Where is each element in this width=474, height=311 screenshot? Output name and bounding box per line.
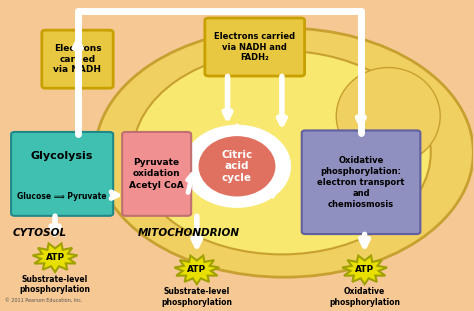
Text: Glycolysis: Glycolysis <box>31 151 93 161</box>
Text: ATP: ATP <box>355 265 374 274</box>
Text: Pyruvate
oxidation
Acetyl CoA: Pyruvate oxidation Acetyl CoA <box>129 158 184 190</box>
Text: ATP: ATP <box>46 253 64 262</box>
Text: Electrons carried
via NADH and
FADH₂: Electrons carried via NADH and FADH₂ <box>214 32 295 62</box>
Text: MITOCHONDRION: MITOCHONDRION <box>138 228 240 238</box>
Polygon shape <box>33 244 78 272</box>
Text: Electrons
carried
via NADH: Electrons carried via NADH <box>54 44 101 74</box>
Ellipse shape <box>334 153 405 213</box>
FancyBboxPatch shape <box>302 130 420 234</box>
Ellipse shape <box>133 51 431 254</box>
Ellipse shape <box>185 127 289 206</box>
FancyBboxPatch shape <box>11 132 113 216</box>
FancyBboxPatch shape <box>122 132 191 216</box>
Ellipse shape <box>336 67 440 165</box>
Text: CYTOSOL: CYTOSOL <box>12 228 67 238</box>
FancyBboxPatch shape <box>205 18 305 76</box>
Text: Substrate-level
phosphorylation: Substrate-level phosphorylation <box>19 275 91 295</box>
Text: Oxidative
phosphorylation: Oxidative phosphorylation <box>329 287 400 307</box>
Polygon shape <box>174 256 219 284</box>
Text: © 2011 Pearson Education, Inc.: © 2011 Pearson Education, Inc. <box>5 298 83 303</box>
Ellipse shape <box>95 28 474 277</box>
Ellipse shape <box>197 134 277 198</box>
Text: Glucose ⟹ Pyruvate: Glucose ⟹ Pyruvate <box>18 192 107 201</box>
Text: ATP: ATP <box>187 265 206 274</box>
Text: Oxidative
phosphorylation:
electron transport
and
chemiosmosis: Oxidative phosphorylation: electron tran… <box>317 156 405 209</box>
Polygon shape <box>342 256 387 284</box>
Text: Citric
acid
cycle: Citric acid cycle <box>221 150 253 183</box>
FancyBboxPatch shape <box>42 30 113 88</box>
Text: Substrate-level
phosphorylation: Substrate-level phosphorylation <box>161 287 232 307</box>
